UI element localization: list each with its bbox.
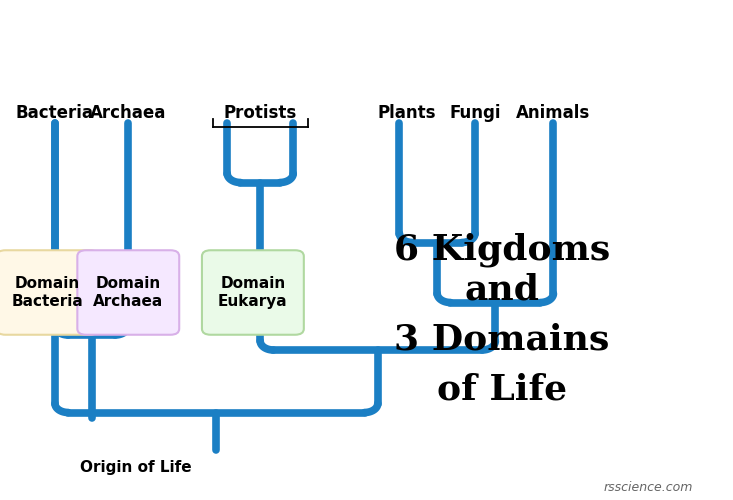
FancyBboxPatch shape <box>202 250 303 335</box>
Text: 3 Domains: 3 Domains <box>394 323 610 357</box>
Text: rsscience.com: rsscience.com <box>604 481 693 494</box>
Text: Archaea: Archaea <box>90 104 166 122</box>
Text: of Life: of Life <box>437 373 567 407</box>
Text: 6 Kigdoms: 6 Kigdoms <box>394 233 611 267</box>
Text: Fungi: Fungi <box>449 104 501 122</box>
Text: Domain
Eukarya: Domain Eukarya <box>218 276 287 308</box>
Text: Protists: Protists <box>224 104 297 122</box>
Text: Domain
Bacteria: Domain Bacteria <box>12 276 84 308</box>
Text: Origin of Life: Origin of Life <box>80 460 191 475</box>
Text: Plants: Plants <box>377 104 436 122</box>
Text: Animals: Animals <box>516 104 591 122</box>
Text: Bacteria: Bacteria <box>16 104 94 122</box>
FancyBboxPatch shape <box>0 250 98 335</box>
Text: and: and <box>465 273 539 307</box>
Text: Domain
Archaea: Domain Archaea <box>93 276 163 308</box>
FancyBboxPatch shape <box>77 250 180 335</box>
